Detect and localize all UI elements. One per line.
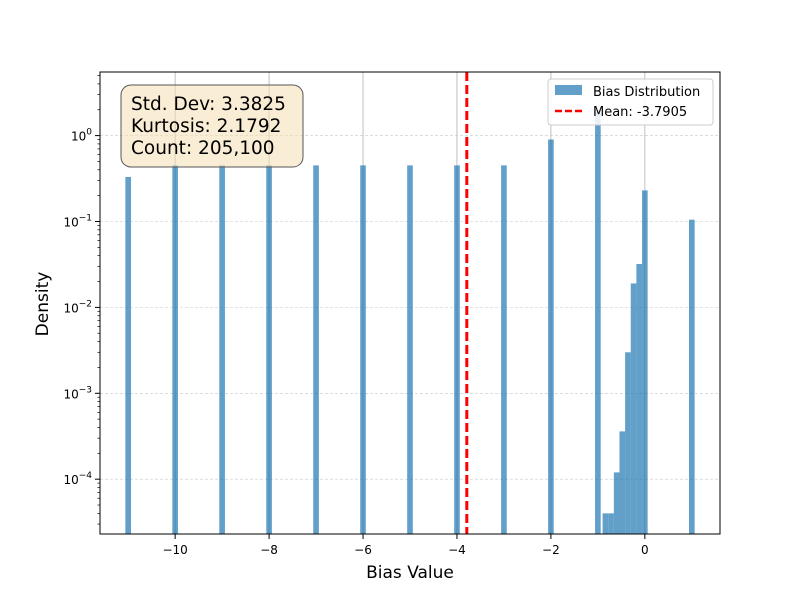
x-tick-label: −8 — [260, 543, 278, 557]
histogram-bar — [636, 263, 643, 534]
histogram-bar — [360, 165, 366, 534]
x-axis-ticks: −10 −8 −6 −4 −2 0 — [162, 534, 649, 557]
histogram-bar — [313, 165, 319, 534]
histogram-bar — [625, 352, 631, 534]
stats-box-background — [120, 84, 304, 168]
y-tick-label: 100 — [71, 128, 92, 144]
stats-std-dev: Std. Dev: 3.3825 — [131, 94, 286, 115]
histogram-bar — [125, 176, 131, 535]
histogram-bar — [595, 109, 601, 534]
stats-box: Std. Dev: 3.3825 Kurtosis: 2.1792 Count:… — [120, 84, 304, 168]
x-axis-label: Bias Value — [366, 563, 454, 583]
histogram-bar — [172, 165, 178, 534]
legend: Bias Distribution Mean: -3.7905 — [547, 78, 714, 126]
legend-frame — [547, 78, 714, 126]
histogram-bar — [630, 283, 637, 534]
legend-label-bias-distribution: Bias Distribution — [593, 85, 700, 100]
y-tick-label: 10−4 — [63, 471, 92, 487]
histogram-bar — [548, 139, 554, 534]
x-tick-label: 0 — [641, 543, 649, 557]
histogram-bar — [689, 219, 695, 535]
histogram-bar — [407, 165, 413, 534]
y-axis-ticks: 10−4 10−3 10−2 10−1 100 — [63, 75, 100, 525]
x-tick-label: −2 — [542, 543, 560, 557]
y-tick-label: 10−1 — [63, 213, 92, 229]
x-tick-label: −10 — [162, 543, 187, 557]
legend-swatch-bias-distribution — [555, 85, 582, 95]
stats-count: Count: 205,100 — [131, 138, 275, 159]
y-tick-label: 10−3 — [63, 385, 92, 401]
x-tick-label: −4 — [448, 543, 466, 557]
histogram-bar — [619, 431, 626, 534]
histogram-bar — [454, 165, 460, 534]
histogram-bar — [602, 513, 609, 534]
histogram-bar — [642, 190, 648, 534]
histogram-bars — [125, 109, 695, 535]
histogram-bar — [608, 513, 614, 534]
y-axis-label: Density — [33, 272, 53, 337]
x-tick-label: −6 — [354, 543, 372, 557]
histogram-bar — [613, 472, 620, 534]
histogram-bar — [501, 165, 507, 534]
histogram-bar — [219, 165, 225, 534]
histogram-bar — [266, 165, 272, 534]
y-tick-label: 10−2 — [63, 299, 92, 315]
plot-frame — [99, 71, 721, 535]
stats-kurtosis: Kurtosis: 2.1792 — [131, 116, 281, 137]
legend-label-mean: Mean: -3.7905 — [593, 105, 687, 120]
